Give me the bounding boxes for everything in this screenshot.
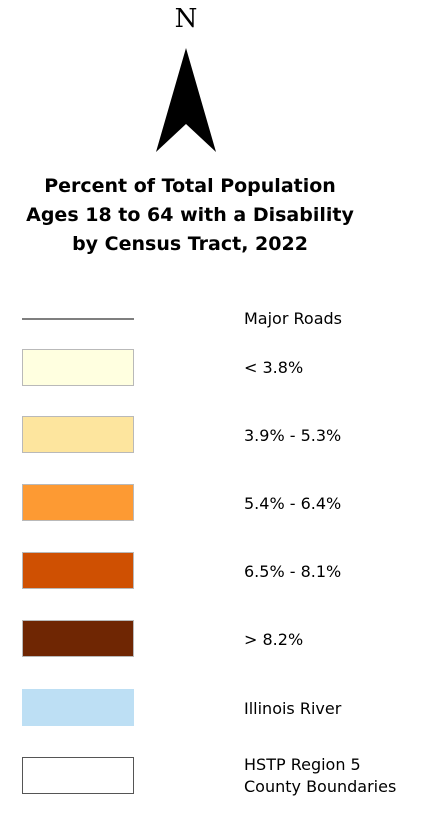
class-1-label: < 3.8% bbox=[244, 357, 303, 379]
county-boundaries-swatch bbox=[22, 757, 134, 794]
class-3-swatch bbox=[22, 484, 134, 521]
class-1-swatch bbox=[22, 349, 134, 386]
class-4-swatch bbox=[22, 552, 134, 589]
class-2-swatch bbox=[22, 416, 134, 453]
class-5-label: > 8.2% bbox=[244, 629, 303, 651]
major-roads-label: Major Roads bbox=[244, 308, 342, 330]
major-roads-swatch bbox=[22, 318, 134, 320]
class-5-swatch bbox=[22, 620, 134, 657]
class-2-label: 3.9% - 5.3% bbox=[244, 425, 341, 447]
county-boundaries-label-line-1: HSTP Region 5 bbox=[244, 754, 396, 776]
illinois-river-label: Illinois River bbox=[244, 698, 341, 720]
county-boundaries-label-line-2: County Boundaries bbox=[244, 776, 396, 798]
class-3-label: 5.4% - 6.4% bbox=[244, 493, 341, 515]
county-boundaries-label: HSTP Region 5 County Boundaries bbox=[244, 754, 396, 798]
illinois-river-swatch bbox=[22, 689, 134, 726]
class-4-label: 6.5% - 8.1% bbox=[244, 561, 341, 583]
